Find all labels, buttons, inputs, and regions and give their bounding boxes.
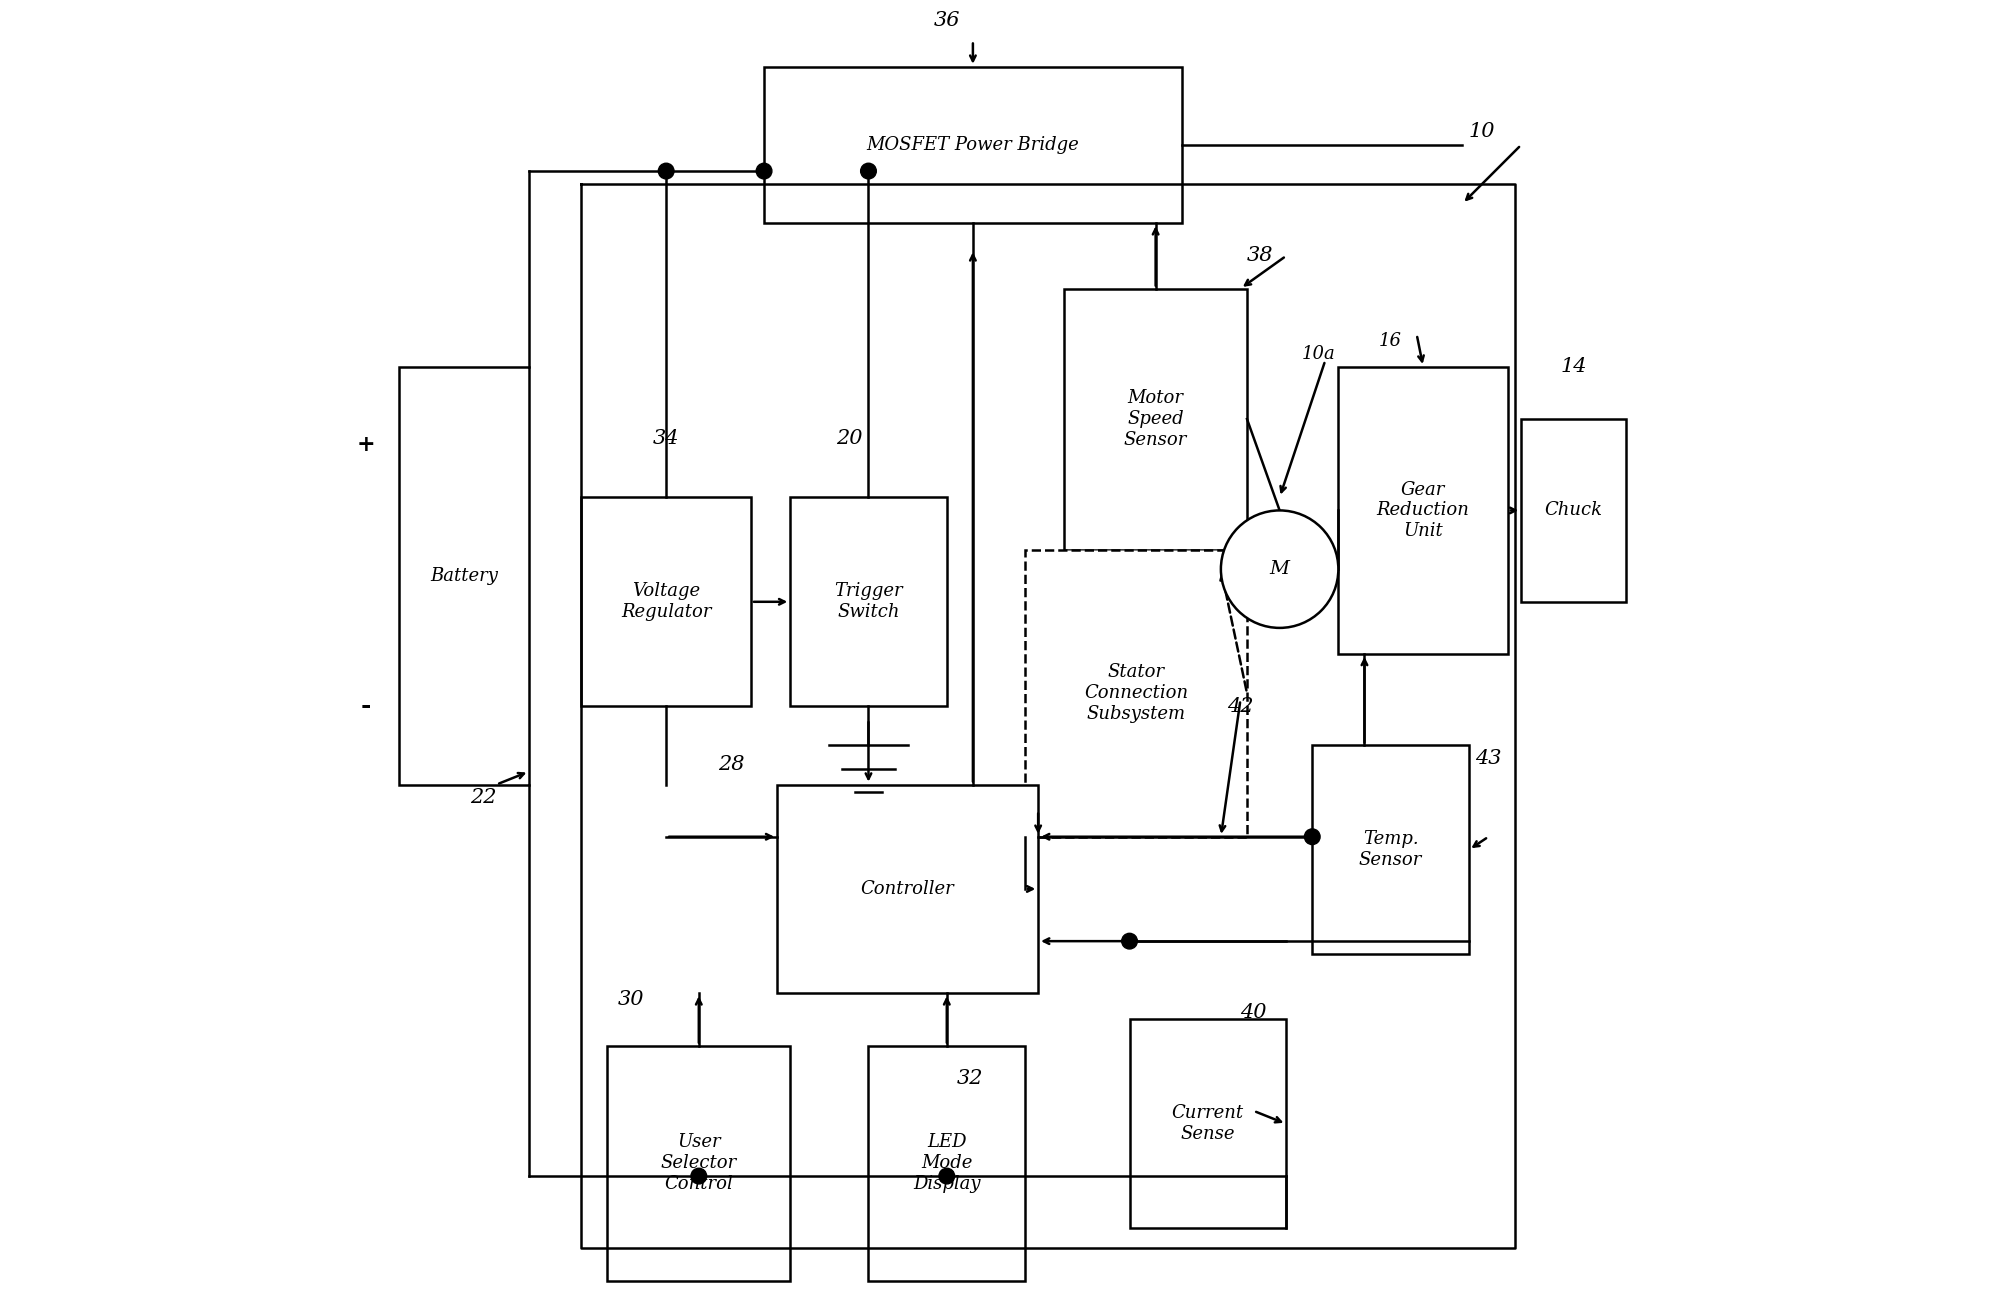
FancyBboxPatch shape — [777, 785, 1039, 993]
Text: M: M — [1269, 560, 1289, 578]
Text: Motor
Speed
Sensor: Motor Speed Sensor — [1125, 390, 1187, 449]
Text: 22: 22 — [470, 789, 498, 807]
Text: Chuck: Chuck — [1544, 501, 1602, 519]
Text: -: - — [362, 695, 372, 718]
Text: 20: 20 — [835, 429, 863, 449]
Text: 38: 38 — [1247, 246, 1273, 266]
Text: 34: 34 — [653, 429, 679, 449]
Text: 30: 30 — [617, 990, 643, 1010]
Text: 16: 16 — [1379, 332, 1403, 349]
Text: Current
Sense: Current Sense — [1171, 1104, 1245, 1143]
Text: 43: 43 — [1475, 749, 1502, 768]
Circle shape — [1305, 829, 1321, 845]
FancyBboxPatch shape — [1520, 419, 1626, 602]
Text: Temp.
Sensor: Temp. Sensor — [1359, 831, 1423, 870]
Text: 14: 14 — [1560, 357, 1586, 377]
Text: LED
Mode
Display: LED Mode Display — [913, 1133, 981, 1193]
Text: 40: 40 — [1241, 1003, 1267, 1023]
FancyBboxPatch shape — [1129, 1019, 1287, 1228]
Circle shape — [861, 164, 877, 179]
FancyBboxPatch shape — [1339, 366, 1508, 654]
FancyBboxPatch shape — [607, 1045, 789, 1281]
Text: +: + — [358, 434, 376, 456]
Text: Voltage
Regulator: Voltage Regulator — [621, 582, 711, 621]
Text: User
Selector
Control: User Selector Control — [661, 1133, 737, 1193]
FancyBboxPatch shape — [1025, 549, 1247, 837]
Text: 28: 28 — [717, 756, 745, 774]
Circle shape — [1221, 510, 1339, 628]
Text: Controller: Controller — [861, 880, 955, 897]
FancyBboxPatch shape — [789, 497, 947, 706]
Text: Trigger
Switch: Trigger Switch — [835, 582, 903, 621]
FancyBboxPatch shape — [398, 366, 529, 785]
FancyBboxPatch shape — [763, 67, 1181, 224]
FancyBboxPatch shape — [1313, 746, 1469, 955]
Text: 36: 36 — [933, 12, 961, 30]
Circle shape — [691, 1168, 707, 1184]
Text: MOSFET Power Bridge: MOSFET Power Bridge — [867, 136, 1079, 154]
Text: 42: 42 — [1227, 697, 1253, 715]
Text: Battery: Battery — [430, 566, 498, 585]
Circle shape — [755, 164, 771, 179]
FancyBboxPatch shape — [581, 497, 751, 706]
Circle shape — [1121, 934, 1137, 950]
Circle shape — [657, 164, 673, 179]
Text: 32: 32 — [957, 1069, 983, 1088]
Circle shape — [939, 1168, 955, 1184]
Text: 10a: 10a — [1303, 345, 1335, 362]
Text: 10: 10 — [1469, 123, 1495, 141]
FancyBboxPatch shape — [869, 1045, 1025, 1281]
Text: Stator
Connection
Subsystem: Stator Connection Subsystem — [1085, 663, 1189, 723]
Text: Gear
Reduction
Unit: Gear Reduction Unit — [1377, 480, 1471, 540]
FancyBboxPatch shape — [1065, 289, 1247, 549]
